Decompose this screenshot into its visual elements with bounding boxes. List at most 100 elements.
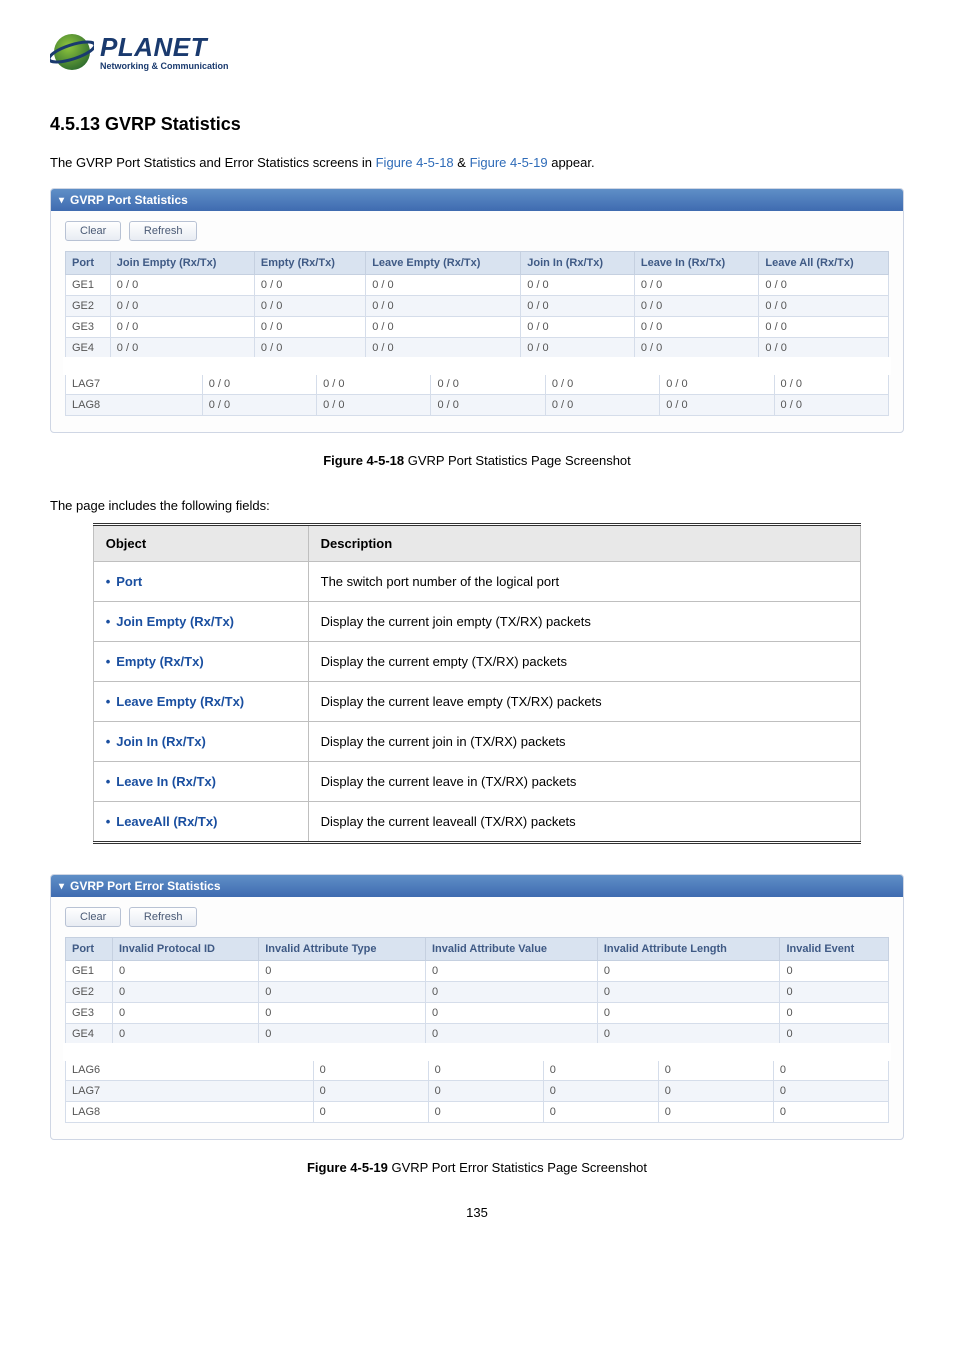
table-cell: 0 (425, 1003, 597, 1024)
field-desc-cell: Display the current leave in (TX/RX) pac… (308, 762, 861, 802)
field-object-cell: •Join In (Rx/Tx) (93, 722, 308, 762)
gvrp-error-stats-table: PortInvalid Protocal IDInvalid Attribute… (65, 937, 889, 1045)
table-body-bottom: LAG70 / 00 / 00 / 00 / 00 / 00 / 0LAG80 … (66, 374, 889, 416)
table-row: GE300000 (66, 1003, 889, 1024)
fields-row: •LeaveAll (Rx/Tx)Display the current lea… (93, 802, 861, 843)
table-cell: 0 / 0 (366, 275, 521, 296)
table-cell: 0 / 0 (431, 374, 545, 395)
field-object-cell: •Port (93, 562, 308, 602)
table-cell: GE1 (66, 961, 113, 982)
table-cell: 0 (597, 961, 780, 982)
field-object-cell: •Empty (Rx/Tx) (93, 642, 308, 682)
table-cell: 0 / 0 (634, 296, 759, 317)
table-cell: 0 (658, 1102, 773, 1123)
table-cell: 0 / 0 (254, 296, 365, 317)
table-cell: 0 (773, 1102, 888, 1123)
caption-rest: GVRP Port Statistics Page Screenshot (404, 453, 631, 468)
table-row: GE100000 (66, 961, 889, 982)
table-cell: GE4 (66, 338, 111, 359)
table-row: LAG800000 (66, 1102, 889, 1123)
panel-body: Clear Refresh PortJoin Empty (Rx/Tx)Empt… (51, 211, 903, 432)
fields-table: Object Description •PortThe switch port … (93, 523, 862, 844)
gvrp-port-stats-table: PortJoin Empty (Rx/Tx)Empty (Rx/Tx)Leave… (65, 251, 889, 359)
table-header-cell: Leave Empty (Rx/Tx) (366, 252, 521, 275)
table-cell: 0 / 0 (774, 395, 888, 416)
fields-tbody: •PortThe switch port number of the logic… (93, 562, 861, 843)
refresh-button[interactable]: Refresh (129, 907, 198, 927)
table-cell: 0 (773, 1081, 888, 1102)
fields-row: •Join In (Rx/Tx)Display the current join… (93, 722, 861, 762)
fields-intro: The page includes the following fields: (50, 498, 904, 513)
table-row: GE200000 (66, 982, 889, 1003)
table-cell: 0 (425, 961, 597, 982)
table-row: GE10 / 00 / 00 / 00 / 00 / 00 / 0 (66, 275, 889, 296)
gvrp-port-error-stats-panel: ▾ GVRP Port Error Statistics Clear Refre… (50, 874, 904, 1140)
figure-ref-1: Figure 4-5-18 (376, 155, 454, 170)
intro-mid: & (454, 155, 470, 170)
table-cell: 0 / 0 (521, 275, 635, 296)
table-cell: 0 / 0 (110, 296, 254, 317)
table-cell: 0 (259, 982, 426, 1003)
table-cell: 0 (780, 1024, 889, 1045)
panel-header[interactable]: ▾ GVRP Port Statistics (51, 189, 903, 211)
table-header-cell: Invalid Attribute Type (259, 938, 426, 961)
table-cell: 0 (597, 982, 780, 1003)
refresh-button[interactable]: Refresh (129, 221, 198, 241)
table-cell: 0 / 0 (521, 338, 635, 359)
logo: PLANET Networking & Communication (50, 30, 904, 74)
table-header-cell: Invalid Event (780, 938, 889, 961)
table-cell: 0 / 0 (634, 275, 759, 296)
table-cell: 0 (112, 982, 258, 1003)
table-body-top: GE10 / 00 / 00 / 00 / 00 / 00 / 0GE20 / … (66, 275, 889, 359)
table-row: LAG600000 (66, 1060, 889, 1081)
table-row: LAG80 / 00 / 00 / 00 / 00 / 00 / 0 (66, 395, 889, 416)
field-desc-cell: Display the current empty (TX/RX) packet… (308, 642, 861, 682)
field-desc-cell: The switch port number of the logical po… (308, 562, 861, 602)
table-header-row: PortInvalid Protocal IDInvalid Attribute… (66, 938, 889, 961)
table-cell: GE3 (66, 317, 111, 338)
fields-row: •Leave In (Rx/Tx)Display the current lea… (93, 762, 861, 802)
page-number: 135 (50, 1205, 904, 1220)
table-cell: 0 / 0 (660, 395, 774, 416)
table-cell: GE2 (66, 982, 113, 1003)
table-cell: 0 (543, 1060, 658, 1081)
table-row: GE30 / 00 / 00 / 00 / 00 / 00 / 0 (66, 317, 889, 338)
logo-sub: Networking & Communication (100, 62, 229, 71)
intro-pre: The GVRP Port Statistics and Error Stati… (50, 155, 376, 170)
table-cell: 0 / 0 (110, 317, 254, 338)
table-cell: 0 (313, 1060, 428, 1081)
table-cell: 0 / 0 (634, 338, 759, 359)
table-cell: 0 (428, 1102, 543, 1123)
table-cell: 0 (543, 1081, 658, 1102)
panel-header[interactable]: ▾ GVRP Port Error Statistics (51, 875, 903, 897)
table-cell: 0 / 0 (431, 395, 545, 416)
table-cell: 0 / 0 (759, 317, 889, 338)
gvrp-port-stats-table-bottom: LAG70 / 00 / 00 / 00 / 00 / 00 / 0LAG80 … (65, 373, 889, 416)
table-row: LAG70 / 00 / 00 / 00 / 00 / 00 / 0 (66, 374, 889, 395)
fields-row: •Empty (Rx/Tx)Display the current empty … (93, 642, 861, 682)
table-cell: 0 / 0 (774, 374, 888, 395)
clear-button[interactable]: Clear (65, 221, 121, 241)
table-cell: 0 (112, 1003, 258, 1024)
section-title: 4.5.13 GVRP Statistics (50, 114, 904, 135)
table-cell: 0 (658, 1081, 773, 1102)
field-desc-cell: Display the current leaveall (TX/RX) pac… (308, 802, 861, 843)
table-header-cell: Join In (Rx/Tx) (521, 252, 635, 275)
table-header-cell: Empty (Rx/Tx) (254, 252, 365, 275)
table-cell: 0 (658, 1060, 773, 1081)
table-cell: 0 / 0 (366, 317, 521, 338)
table-header-cell: Invalid Attribute Value (425, 938, 597, 961)
table-cell: 0 / 0 (202, 374, 316, 395)
table-cell: 0 (780, 982, 889, 1003)
table-cell: 0 (597, 1003, 780, 1024)
table-cell: 0 / 0 (110, 275, 254, 296)
table-cell: 0 / 0 (317, 395, 431, 416)
clear-button[interactable]: Clear (65, 907, 121, 927)
table-cell: 0 / 0 (634, 317, 759, 338)
table-cell: 0 / 0 (202, 395, 316, 416)
table-cell: 0 (780, 1003, 889, 1024)
fields-head-description: Description (308, 525, 861, 562)
logo-main: PLANET (100, 34, 229, 60)
table-cell: 0 (259, 961, 426, 982)
table-cell: 0 (259, 1003, 426, 1024)
